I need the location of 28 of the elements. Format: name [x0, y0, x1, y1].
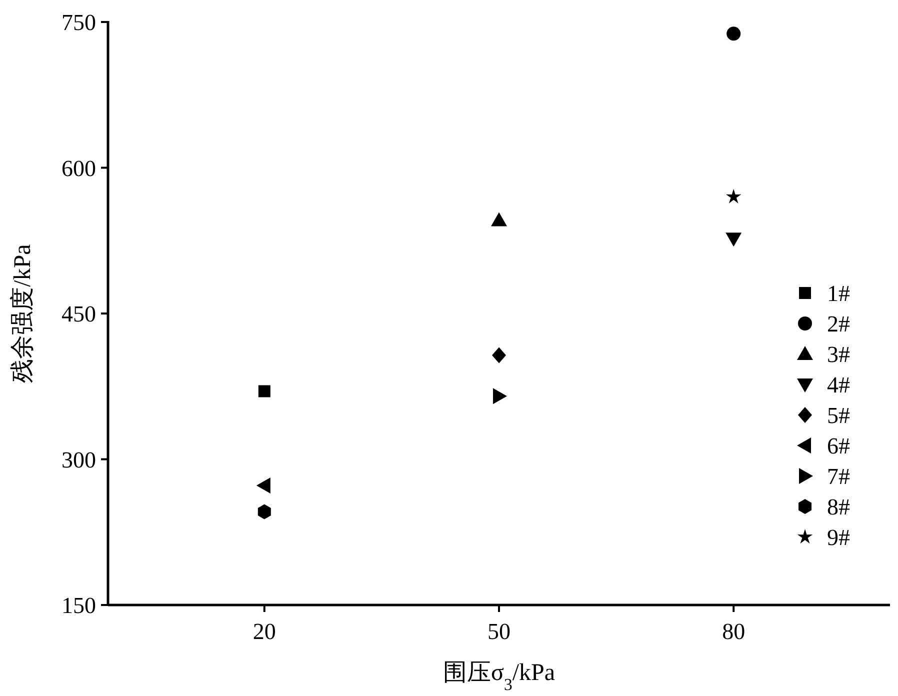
- point: [258, 385, 270, 398]
- point: [492, 347, 506, 364]
- y-tick-label: 750: [62, 10, 96, 35]
- point: [256, 477, 270, 494]
- point: [493, 388, 507, 404]
- y-axis-title: 残余强度/kPa: [9, 244, 36, 383]
- point: [491, 212, 507, 226]
- x-tick-label: 80: [722, 619, 746, 644]
- point: [258, 504, 271, 520]
- point: [726, 232, 742, 247]
- y-tick-label: 300: [62, 447, 96, 472]
- legend-label: 3#: [827, 342, 850, 367]
- legend-label: 5#: [827, 403, 850, 428]
- legend-label: 8#: [827, 494, 850, 520]
- point: [726, 26, 741, 41]
- legend-label: 7#: [827, 464, 850, 489]
- legend-label: 2#: [827, 312, 850, 336]
- legend-label: 1#: [827, 281, 850, 306]
- x-tick-label: 20: [252, 619, 276, 644]
- y-tick-label: 450: [62, 302, 96, 326]
- y-tick-label: 600: [62, 156, 96, 181]
- legend-label: 4#: [827, 372, 850, 398]
- point: [726, 188, 742, 204]
- x-axis-title: 围压σ$_{3}$/kPa: [443, 660, 556, 694]
- y-tick-label: 150: [62, 593, 96, 618]
- legend-label: 9#: [827, 525, 850, 550]
- x-tick-label: 50: [488, 619, 510, 644]
- legend-label: 6#: [827, 434, 850, 458]
